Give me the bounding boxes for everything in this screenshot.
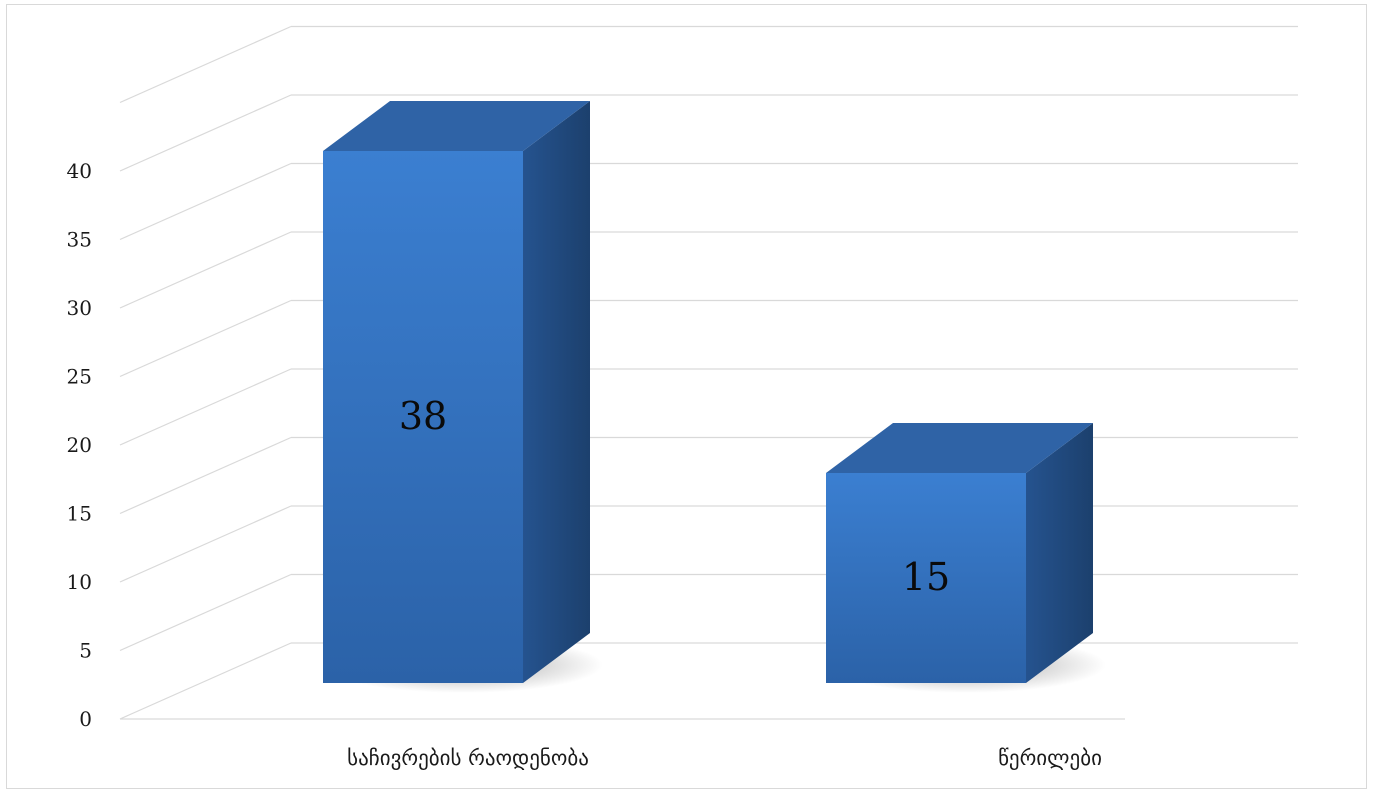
y-tick-label: 15 [67, 502, 92, 526]
y-tick-label: 10 [67, 570, 92, 594]
y-tick-label: 30 [67, 296, 92, 320]
gridline-depth [119, 25, 292, 104]
bar-side [1026, 423, 1093, 683]
y-tick-label: 40 [67, 159, 92, 183]
bars [323, 101, 1093, 683]
y-tick-label: 20 [67, 433, 92, 457]
gridline-depth [119, 299, 292, 378]
gridline-depth [119, 642, 292, 720]
gridline-depth [119, 368, 292, 446]
y-tick-label: 35 [67, 228, 92, 252]
bar-top [826, 423, 1093, 473]
y-tick-label: 25 [67, 365, 92, 389]
bar [323, 151, 523, 683]
y-tick-label: 5 [79, 639, 92, 663]
x-category-label: წერილები [998, 746, 1102, 770]
labels: 0 5 10 15 20 25 30 35 40 38 საჩივრების რაოდენობა 15… [67, 159, 1102, 770]
gridlines [119, 25, 1298, 720]
gridline-depth [119, 231, 292, 309]
y-tick-label: 0 [79, 707, 92, 731]
bar-side [523, 101, 590, 683]
bar [826, 473, 1026, 683]
chart-frame [6, 4, 1367, 789]
gridline-depth [119, 162, 292, 241]
gridline-depth [119, 436, 292, 515]
x-category-label: საჩივრების რაოდენობა [347, 746, 589, 770]
gridline-depth [119, 94, 292, 172]
bar-top [323, 101, 590, 151]
gridline-depth [119, 573, 292, 652]
data-label: 38 [399, 394, 447, 438]
gridline-depth [119, 505, 292, 583]
data-label: 15 [902, 555, 950, 599]
